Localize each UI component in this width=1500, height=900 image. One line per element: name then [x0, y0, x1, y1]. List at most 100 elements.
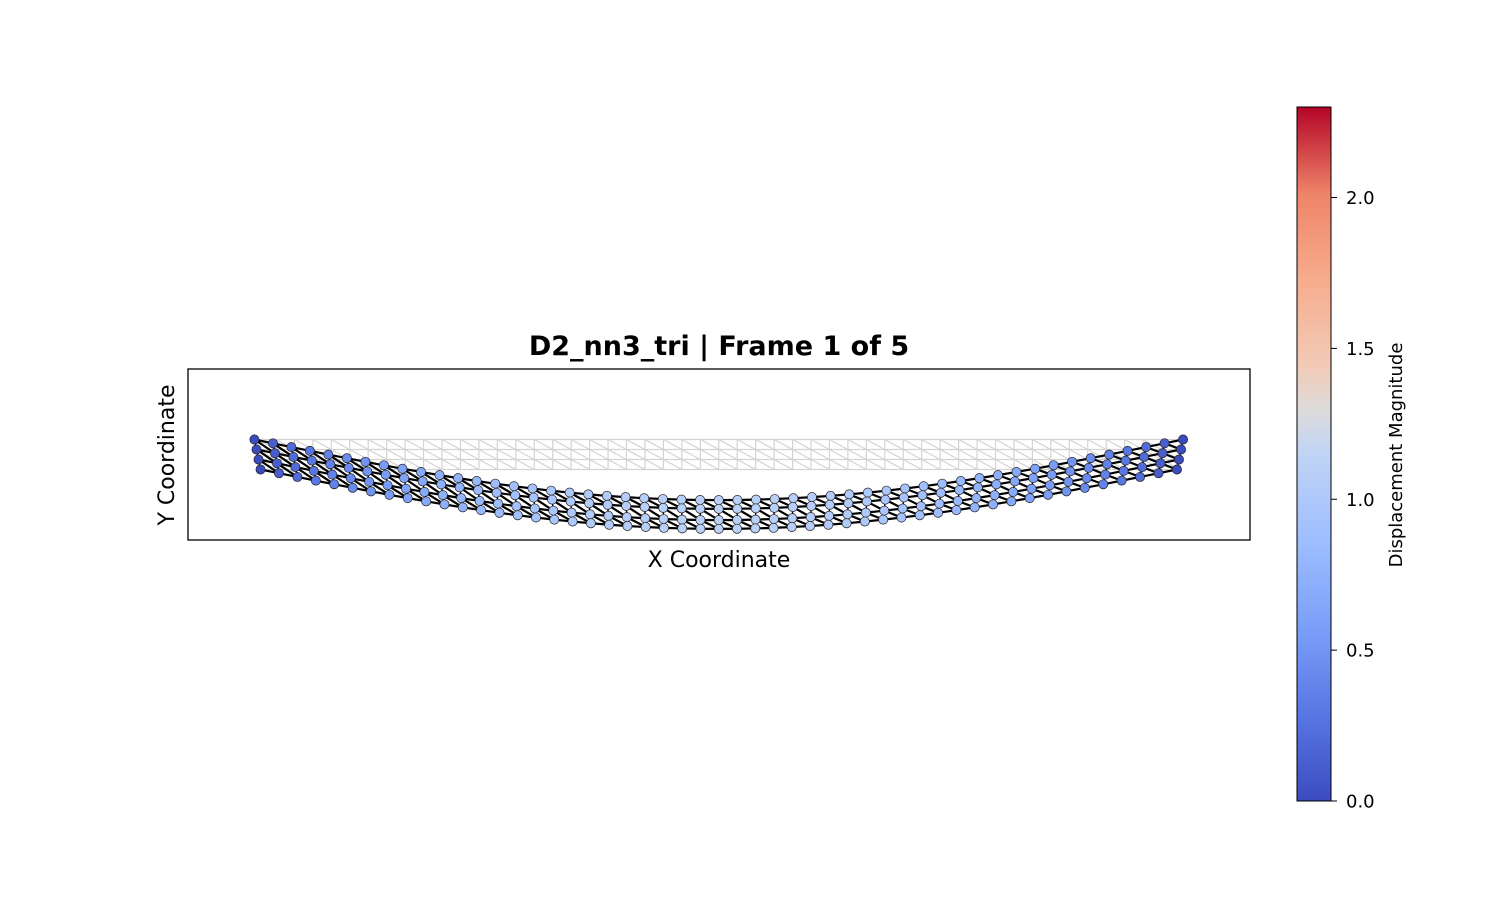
lattice-node — [473, 485, 484, 496]
lattice-node — [787, 502, 798, 512]
reference-edge — [810, 438, 830, 451]
lattice-node — [272, 458, 282, 469]
reference-edge — [736, 448, 756, 461]
lattice-node — [417, 476, 428, 487]
reference-edge — [976, 458, 996, 471]
lattice-node — [991, 479, 1002, 490]
lattice-node — [695, 515, 706, 525]
reference-edge — [773, 438, 793, 451]
reference-edge — [423, 458, 443, 471]
lattice-node — [439, 499, 450, 510]
lattice-node — [860, 507, 871, 518]
lattice-node — [308, 465, 319, 476]
lattice-node — [269, 448, 280, 459]
lattice-node — [695, 523, 706, 534]
reference-edge — [718, 438, 738, 451]
lattice-node — [750, 503, 761, 514]
lattice-node — [657, 494, 668, 504]
plot-frame — [187, 368, 1251, 541]
reference-edge — [626, 448, 646, 461]
reference-edge — [312, 438, 332, 451]
lattice-node — [1067, 456, 1078, 467]
reference-edge — [533, 438, 553, 451]
reference-edge — [1032, 458, 1052, 471]
lattice-node — [251, 444, 262, 455]
lattice-node — [397, 463, 408, 474]
lattice-node — [713, 503, 724, 514]
reference-edge — [718, 458, 738, 471]
lattice-node — [362, 466, 373, 477]
lattice-node — [366, 486, 376, 497]
lattice-node — [676, 503, 687, 514]
lattice-node — [1141, 442, 1152, 453]
lattice-node — [546, 485, 557, 496]
lattice-node — [585, 509, 595, 520]
reference-edge — [1032, 438, 1052, 451]
lattice-node — [565, 496, 576, 507]
reference-edge — [423, 438, 443, 451]
lattice-node — [935, 487, 946, 498]
lattice-node — [1028, 473, 1039, 484]
lattice-node — [329, 479, 340, 490]
reference-edge — [718, 448, 738, 461]
lattice-node — [310, 475, 321, 486]
lattice-node — [824, 499, 835, 510]
reference-edge — [755, 448, 775, 461]
reference-edge — [921, 458, 941, 471]
lattice-node — [898, 492, 909, 503]
reference-edge — [1050, 438, 1070, 451]
lattice-node — [304, 445, 315, 456]
lattice-node — [416, 467, 426, 477]
lattice-node — [750, 514, 761, 525]
lattice-node — [1011, 467, 1022, 477]
lattice-node — [491, 487, 502, 498]
lattice-node — [1079, 482, 1090, 493]
reference-edge — [939, 458, 959, 471]
lattice-node — [917, 490, 928, 501]
lattice-node — [897, 503, 908, 514]
reference-edge — [607, 458, 627, 471]
reference-edge — [367, 448, 387, 461]
lattice-node — [713, 515, 724, 526]
reference-edge — [700, 438, 720, 451]
lattice-node — [713, 495, 724, 506]
reference-edge — [404, 438, 424, 451]
reference-edge — [995, 438, 1015, 451]
reference-edge — [515, 438, 535, 451]
reference-edge — [663, 448, 683, 461]
lattice-node — [510, 490, 521, 501]
reference-edge — [552, 448, 572, 461]
reference-edge — [386, 438, 406, 451]
lattice-node — [713, 523, 724, 534]
lattice-node — [508, 481, 519, 492]
lattice-node — [567, 516, 578, 527]
reference-edge — [700, 448, 720, 461]
lattice-node — [1046, 469, 1057, 480]
lattice-node — [1104, 449, 1115, 460]
lattice-node — [286, 442, 297, 453]
lattice-node — [1118, 465, 1129, 476]
reference-edge — [497, 458, 517, 471]
reference-edge — [736, 458, 756, 471]
lattice-node — [1098, 479, 1109, 490]
lattice-node — [1026, 483, 1037, 494]
lattice-node — [382, 480, 393, 491]
reference-edge — [921, 438, 941, 451]
lattice-node — [364, 476, 375, 487]
reference-edge — [663, 438, 683, 451]
reference-edge — [681, 448, 701, 461]
lattice-node — [954, 485, 965, 496]
lattice-node — [805, 512, 816, 523]
reference-edge — [552, 458, 572, 471]
reference-edge — [478, 438, 498, 451]
lattice-node — [989, 490, 1000, 501]
lattice-node — [529, 503, 540, 514]
lattice-node — [360, 456, 371, 467]
lattice-node — [1122, 445, 1133, 456]
lattice-node — [327, 469, 338, 480]
reference-edge — [441, 438, 461, 451]
reference-edge — [570, 448, 590, 461]
lattice-node — [1065, 466, 1076, 477]
reference-edge — [976, 448, 996, 461]
